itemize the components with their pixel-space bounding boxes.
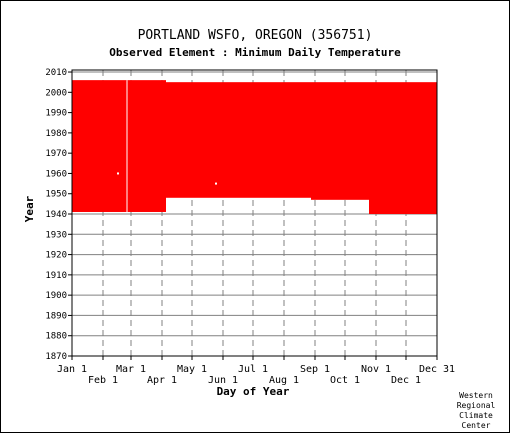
data-segment bbox=[72, 80, 160, 212]
x-tick-label: May 1 bbox=[177, 364, 207, 375]
credit-line: Regional bbox=[457, 401, 496, 410]
data-segment bbox=[369, 82, 437, 215]
x-tick-label: Aug 1 bbox=[269, 375, 299, 386]
x-tick-label: Dec 31 bbox=[419, 364, 455, 375]
y-tick-label: 1910 bbox=[45, 271, 67, 281]
y-tick-label: 1950 bbox=[45, 190, 67, 200]
data-gap bbox=[117, 172, 119, 175]
x-tick-label: Apr 1 bbox=[147, 375, 177, 386]
x-tick-label: Feb 1 bbox=[88, 375, 118, 386]
y-tick-label: 1890 bbox=[45, 311, 67, 321]
x-tick-label: Jan 1 bbox=[57, 364, 87, 375]
x-tick-label: Sep 1 bbox=[300, 364, 330, 375]
y-tick-label: 1930 bbox=[45, 230, 67, 240]
y-tick-label: 1900 bbox=[45, 291, 67, 301]
x-tick-label: Oct 1 bbox=[330, 375, 360, 386]
credit-line: Climate bbox=[459, 411, 493, 420]
x-tick-label: Jul 1 bbox=[238, 364, 268, 375]
plot-border bbox=[71, 69, 438, 357]
x-tick-label: Dec 1 bbox=[391, 375, 421, 386]
x-tick-label: Nov 1 bbox=[361, 364, 391, 375]
data-segment bbox=[311, 82, 369, 200]
y-axis-label: Year bbox=[23, 195, 36, 222]
y-tick-label: 1960 bbox=[45, 169, 67, 179]
data-segment bbox=[160, 80, 166, 212]
credit-block: Western Regional Climate Center bbox=[457, 391, 496, 430]
credit-line: Center bbox=[462, 421, 491, 430]
chart-title: PORTLAND WSFO, OREGON (356751) bbox=[138, 28, 373, 43]
y-tick-label: 1920 bbox=[45, 251, 67, 261]
y-tick-label: 1870 bbox=[45, 352, 67, 362]
data-gap bbox=[215, 182, 217, 185]
y-tick-label: 1990 bbox=[45, 109, 67, 119]
y-tick-label: 1940 bbox=[45, 210, 67, 220]
chart-subtitle: Observed Element : Minimum Daily Tempera… bbox=[109, 46, 401, 59]
plot-area: 1870 1880 1890 1900 1910 1920 1930 1940 1950 1960… bbox=[45, 68, 455, 386]
data-segment bbox=[166, 82, 311, 198]
credit-line: Western bbox=[459, 391, 493, 400]
x-tick-label: Jun 1 bbox=[208, 375, 238, 386]
x-tick-label: Mar 1 bbox=[116, 364, 146, 375]
y-tick-label: 1880 bbox=[45, 332, 67, 342]
y-tick-label: 1970 bbox=[45, 149, 67, 159]
y-tick-label: 1980 bbox=[45, 129, 67, 139]
x-axis-label: Day of Year bbox=[217, 385, 290, 398]
y-tick-label: 2010 bbox=[45, 68, 67, 78]
y-tick-label: 2000 bbox=[45, 88, 67, 98]
